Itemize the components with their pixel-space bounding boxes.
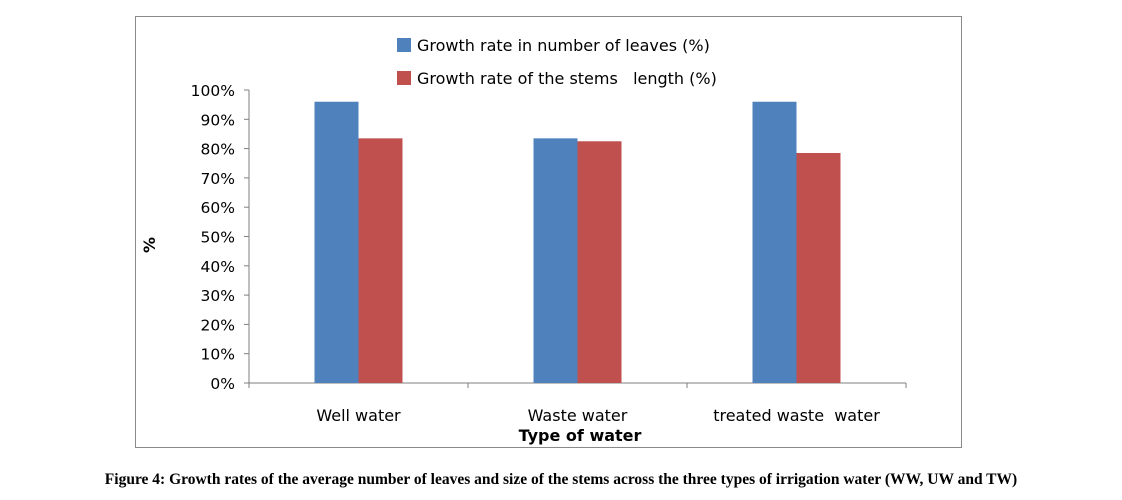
chart-frame: Growth rate in number of leaves (%) Growt…: [135, 16, 962, 448]
bar-series1-2: [533, 138, 578, 383]
y-tick-label: 100%: [191, 82, 235, 100]
y-tick-label: 0%: [210, 375, 235, 393]
y-tick-label: 90%: [201, 111, 235, 129]
y-tick-label: 80%: [201, 141, 235, 159]
legend-swatch-2: [397, 71, 411, 85]
y-axis-label: %: [140, 237, 159, 253]
y-tick-label: 60%: [201, 199, 235, 217]
bar-series2-1: [358, 138, 403, 383]
y-tick-label: 40%: [201, 258, 235, 276]
bars: [314, 101, 841, 383]
legend-label-2: Growth rate of the stems length (%): [417, 69, 717, 88]
y-tick-label: 20%: [201, 316, 235, 334]
legend: Growth rate in number of leaves (%) Growt…: [397, 36, 717, 88]
y-tick-label: 30%: [201, 287, 235, 305]
y-axis: 0% 10% 20% 30% 40% 50% 60% 70% 80% 90% 100%: [191, 82, 250, 393]
bar-series2-3: [796, 152, 841, 383]
y-tick-label: 50%: [201, 229, 235, 247]
bar-series2-2: [577, 141, 622, 383]
x-tick-label: Waste water: [528, 406, 628, 425]
bar-series1-1: [314, 101, 359, 383]
x-tick-label: treated waste water: [713, 406, 880, 425]
x-tick-label: Well water: [316, 406, 401, 425]
figure-caption: Figure 4: Growth rates of the average nu…: [104, 471, 1018, 488]
y-tick-label: 10%: [201, 346, 235, 364]
y-tick-label: 70%: [201, 170, 235, 188]
legend-swatch-1: [397, 38, 411, 52]
x-axis-label: Type of water: [519, 426, 642, 445]
bar-series1-3: [752, 101, 797, 383]
legend-label-1: Growth rate in number of leaves (%): [417, 36, 710, 55]
bar-chart: Growth rate in number of leaves (%) Growt…: [140, 36, 907, 445]
x-axis: Well water Waste water treated waste water: [248, 382, 907, 425]
